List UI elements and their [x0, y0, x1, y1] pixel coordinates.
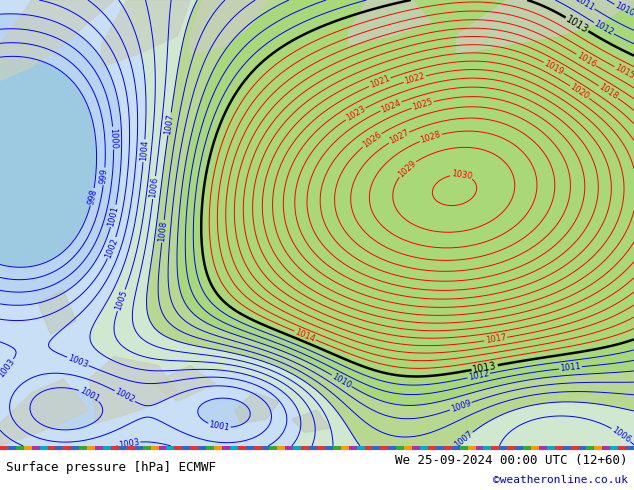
Text: 1002: 1002 [113, 387, 136, 405]
Text: 1026: 1026 [361, 130, 383, 150]
Text: 1007: 1007 [164, 113, 176, 135]
Text: 1019: 1019 [543, 59, 565, 77]
Text: 1006: 1006 [610, 425, 633, 444]
Text: 1013: 1013 [564, 14, 590, 35]
Text: 1000: 1000 [108, 127, 119, 148]
Text: 1014: 1014 [294, 327, 316, 343]
Text: 1003: 1003 [67, 353, 89, 369]
Text: 1003: 1003 [118, 437, 140, 449]
Text: 1020: 1020 [568, 82, 591, 101]
Text: ©weatheronline.co.uk: ©weatheronline.co.uk [493, 475, 628, 485]
Text: 1023: 1023 [344, 104, 367, 123]
Text: 1003: 1003 [0, 357, 16, 379]
Text: 999: 999 [99, 168, 110, 185]
Text: Surface pressure [hPa] ECMWF: Surface pressure [hPa] ECMWF [6, 461, 216, 473]
Text: 1022: 1022 [403, 72, 426, 86]
Text: 1012: 1012 [592, 19, 615, 37]
Text: 1025: 1025 [411, 98, 434, 112]
Polygon shape [456, 0, 634, 53]
Text: 1001: 1001 [107, 205, 120, 227]
Polygon shape [292, 410, 330, 433]
Text: 1001: 1001 [208, 420, 230, 433]
Text: 1011: 1011 [560, 362, 581, 373]
Text: 1027: 1027 [387, 128, 410, 146]
Text: 1002: 1002 [104, 237, 120, 259]
Text: 1007: 1007 [453, 429, 475, 450]
Text: 1018: 1018 [597, 82, 619, 101]
Text: 1010: 1010 [613, 1, 634, 19]
Text: 1008: 1008 [157, 220, 169, 242]
Polygon shape [89, 357, 178, 423]
Text: 1001: 1001 [78, 386, 101, 404]
Text: 1004: 1004 [139, 140, 150, 162]
Polygon shape [0, 0, 114, 80]
Text: 1013: 1013 [472, 361, 498, 375]
Polygon shape [349, 0, 431, 45]
Polygon shape [101, 0, 190, 67]
Text: 1016: 1016 [575, 51, 598, 69]
Text: 1009: 1009 [450, 398, 472, 414]
Polygon shape [190, 0, 266, 53]
Text: 1029: 1029 [396, 158, 418, 179]
Text: 998: 998 [86, 188, 98, 205]
Text: 1006: 1006 [148, 176, 160, 198]
Text: 1024: 1024 [380, 98, 403, 115]
Text: 1005: 1005 [113, 289, 129, 312]
Text: 1030: 1030 [450, 169, 472, 181]
Text: We 25-09-2024 00:00 UTC (12+60): We 25-09-2024 00:00 UTC (12+60) [395, 454, 628, 466]
Text: 1021: 1021 [368, 74, 391, 90]
Text: 1028: 1028 [419, 130, 442, 145]
Text: 1012: 1012 [468, 369, 490, 382]
Polygon shape [235, 392, 279, 423]
Polygon shape [0, 379, 89, 446]
Text: 1010: 1010 [330, 371, 353, 390]
Polygon shape [152, 366, 216, 401]
Text: 1015: 1015 [613, 63, 634, 81]
Polygon shape [38, 290, 76, 334]
Text: 1011: 1011 [573, 0, 596, 12]
Text: 1017: 1017 [484, 333, 507, 345]
